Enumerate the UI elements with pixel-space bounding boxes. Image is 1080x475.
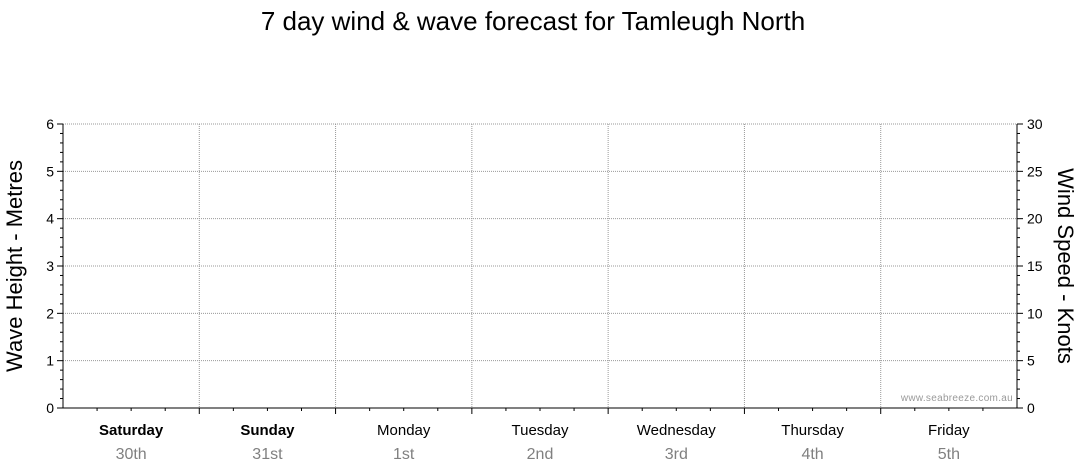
y-right-tick-label: 5 [1027,353,1035,369]
y-left-tick-label: 3 [46,258,54,274]
y-left-tick-label: 0 [46,400,54,416]
y-right-tick-label: 25 [1027,163,1043,179]
day-name-label: Sunday [240,422,295,439]
y-left-tick-label: 6 [46,116,54,132]
y-right-tick-label: 20 [1027,211,1043,227]
watermark-text: www.seabreeze.com.au [900,393,1013,404]
day-date-label: 3rd [665,446,688,463]
chart-title: 7 day wind & wave forecast for Tamleugh … [261,6,805,36]
y-axis-right-ticks: 0 5 10 15 20 25 30 [1017,116,1043,416]
grid-lines [63,123,1017,408]
y-right-tick-label: 10 [1027,305,1043,321]
y-axis-left-ticks: 0 1 2 3 4 5 6 [46,116,63,416]
axes [62,124,1018,414]
day-name-label: Wednesday [637,422,716,439]
day-name-label: Monday [377,422,431,439]
day-name-label: Friday [928,422,970,439]
day-name-label: Saturday [99,422,164,439]
day-name-label: Thursday [781,422,844,439]
y-left-tick-label: 2 [46,305,54,321]
y-left-tick-label: 5 [46,163,54,179]
day-date-label: 31st [252,446,283,463]
y-left-tick-label: 4 [46,211,54,227]
x-axis-day-labels: Saturday 30th Sunday 31st Monday 1st Tuesday 2n… [99,422,970,463]
day-date-label: 2nd [527,446,554,463]
y-left-tick-label: 1 [46,353,54,369]
day-date-label: 1st [393,446,415,463]
day-date-label: 30th [116,446,147,463]
y-axis-left-label: Wave Height - Metres [2,160,27,372]
y-axis-right-label: Wind Speed - Knots [1053,168,1078,364]
y-right-tick-label: 30 [1027,116,1043,132]
y-right-tick-label: 0 [1027,400,1035,416]
y-right-tick-label: 15 [1027,258,1043,274]
day-name-label: Tuesday [512,422,569,439]
day-date-label: 5th [938,446,960,463]
day-date-label: 4th [801,446,823,463]
